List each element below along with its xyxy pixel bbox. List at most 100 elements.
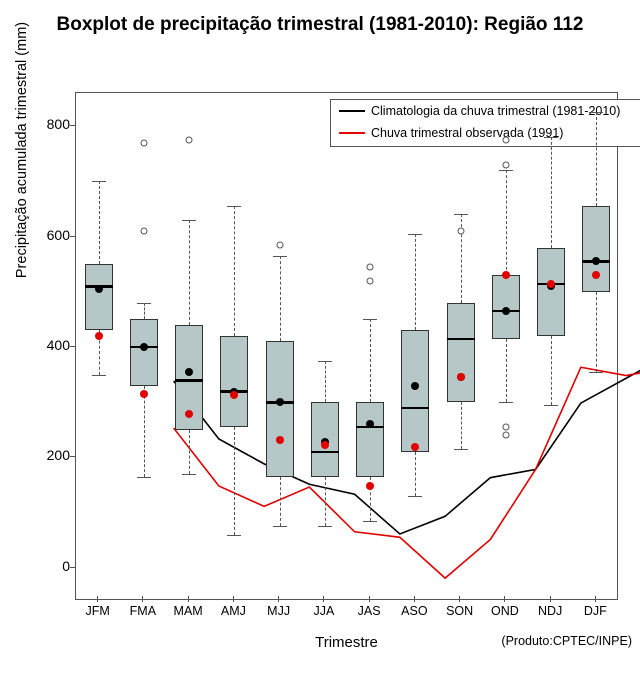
whisker-cap-high-NDJ <box>544 137 558 138</box>
whisker-line-high-NDJ <box>551 137 552 247</box>
whisker-line-low-ASO <box>415 452 416 496</box>
observed-point-MAM[interactable] <box>185 410 193 418</box>
observed-point-JJA[interactable] <box>321 441 329 449</box>
outlier-SON-0[interactable] <box>457 228 464 235</box>
whisker-line-high-OND <box>506 170 507 275</box>
outlier-OND-1[interactable] <box>502 424 509 431</box>
observed-point-ASO[interactable] <box>411 443 419 451</box>
climatology-point-ASO[interactable] <box>411 382 419 390</box>
whisker-line-low-AMJ <box>234 427 235 535</box>
whisker-line-low-JJA <box>325 477 326 527</box>
x-tick-label-DJF[interactable]: DJF <box>573 604 617 618</box>
box-ASO[interactable] <box>401 330 429 451</box>
whisker-cap-high-AMJ <box>227 206 241 207</box>
whisker-cap-low-JAS <box>363 521 377 522</box>
x-tick-label-NDJ[interactable]: NDJ <box>528 604 572 618</box>
x-tick-label-OND[interactable]: OND <box>483 604 527 618</box>
outlier-OND-3[interactable] <box>502 136 509 143</box>
climatology-point-OND[interactable] <box>502 307 510 315</box>
box-JFM[interactable] <box>85 264 113 330</box>
outlier-FMA-0[interactable] <box>140 228 147 235</box>
x-tick-mark-SON <box>459 596 460 602</box>
observed-point-FMA[interactable] <box>140 390 148 398</box>
whisker-line-high-JAS <box>370 319 371 402</box>
whisker-cap-low-DJF <box>589 372 603 373</box>
observed-point-SON[interactable] <box>457 373 465 381</box>
climatology-point-JAS[interactable] <box>366 420 374 428</box>
x-tick-label-JJA[interactable]: JJA <box>302 604 346 618</box>
climatology-point-DJF[interactable] <box>592 257 600 265</box>
median-line-ASO <box>401 407 429 409</box>
climatology-point-MAM[interactable] <box>185 368 193 376</box>
box-SON[interactable] <box>447 303 475 402</box>
y-tick-label-800: 800 <box>40 116 70 132</box>
whisker-cap-low-MAM <box>182 474 196 475</box>
whisker-line-high-FMA <box>144 303 145 320</box>
x-tick-mark-AMJ <box>233 596 234 602</box>
outlier-OND-0[interactable] <box>502 432 509 439</box>
box-AMJ[interactable] <box>220 336 248 427</box>
whisker-line-low-MJJ <box>280 477 281 527</box>
observed-point-DJF[interactable] <box>592 271 600 279</box>
x-tick-mark-FMA <box>142 596 143 602</box>
x-tick-label-FMA[interactable]: FMA <box>121 604 165 618</box>
whisker-line-high-DJF <box>596 112 597 206</box>
outlier-JAS-1[interactable] <box>367 263 374 270</box>
legend-item-observed: Chuva trimestral observada (1991) <box>331 122 640 144</box>
climatology-point-MJJ[interactable] <box>276 398 284 406</box>
whisker-line-high-JFM <box>99 181 100 264</box>
outlier-FMA-1[interactable] <box>140 139 147 146</box>
outlier-MJJ-0[interactable] <box>276 241 283 248</box>
x-tick-label-JAS[interactable]: JAS <box>347 604 391 618</box>
median-line-MAM <box>175 379 203 381</box>
whisker-cap-high-ASO <box>408 234 422 235</box>
x-tick-mark-MAM <box>188 596 189 602</box>
whisker-cap-low-SON <box>454 449 468 450</box>
median-line-JJA <box>311 451 339 453</box>
outlier-JAS-0[interactable] <box>367 277 374 284</box>
x-tick-mark-OND <box>504 596 505 602</box>
y-tick-mark-600 <box>70 236 76 237</box>
whisker-line-low-NDJ <box>551 336 552 405</box>
whisker-cap-high-JFM <box>92 181 106 182</box>
x-tick-label-MJJ[interactable]: MJJ <box>257 604 301 618</box>
whisker-cap-high-SON <box>454 214 468 215</box>
x-tick-label-AMJ[interactable]: AMJ <box>211 604 255 618</box>
observed-point-NDJ[interactable] <box>547 280 555 288</box>
observed-point-MJJ[interactable] <box>276 436 284 444</box>
outlier-OND-2[interactable] <box>502 161 509 168</box>
whisker-line-low-MAM <box>189 430 190 474</box>
whisker-cap-low-NDJ <box>544 405 558 406</box>
whisker-cap-high-JAS <box>363 319 377 320</box>
whisker-cap-high-FMA <box>137 303 151 304</box>
whisker-cap-low-ASO <box>408 496 422 497</box>
box-FMA[interactable] <box>130 319 158 385</box>
legend-box: Climatologia da chuva trimestral (1981-2… <box>330 99 640 147</box>
x-tick-label-SON[interactable]: SON <box>438 604 482 618</box>
box-JAS[interactable] <box>356 402 384 477</box>
x-tick-mark-JAS <box>369 596 370 602</box>
whisker-cap-low-JJA <box>318 526 332 527</box>
observed-point-JFM[interactable] <box>95 332 103 340</box>
produto-label: (Produto:CPTEC/INPE) <box>501 634 632 648</box>
x-tick-label-JFM[interactable]: JFM <box>76 604 120 618</box>
whisker-cap-low-OND <box>499 402 513 403</box>
climatology-point-FMA[interactable] <box>140 343 148 351</box>
x-tick-label-MAM[interactable]: MAM <box>166 604 210 618</box>
whisker-line-high-MJJ <box>280 256 281 342</box>
y-tick-mark-400 <box>70 346 76 347</box>
whisker-line-low-OND <box>506 339 507 403</box>
box-MJJ[interactable] <box>266 341 294 476</box>
observed-point-AMJ[interactable] <box>230 391 238 399</box>
outlier-MAM-0[interactable] <box>186 136 193 143</box>
y-tick-label-0: 0 <box>40 558 70 574</box>
legend-label-observed: Chuva trimestral observada (1991) <box>371 126 563 140</box>
box-NDJ[interactable] <box>537 248 565 336</box>
whisker-line-high-JJA <box>325 361 326 402</box>
y-tick-label-200: 200 <box>40 447 70 463</box>
climatology-point-JFM[interactable] <box>95 285 103 293</box>
observed-point-JAS[interactable] <box>366 482 374 490</box>
plot-area: Climatologia da chuva trimestral (1981-2… <box>75 92 618 600</box>
x-tick-label-ASO[interactable]: ASO <box>392 604 436 618</box>
observed-point-OND[interactable] <box>502 271 510 279</box>
